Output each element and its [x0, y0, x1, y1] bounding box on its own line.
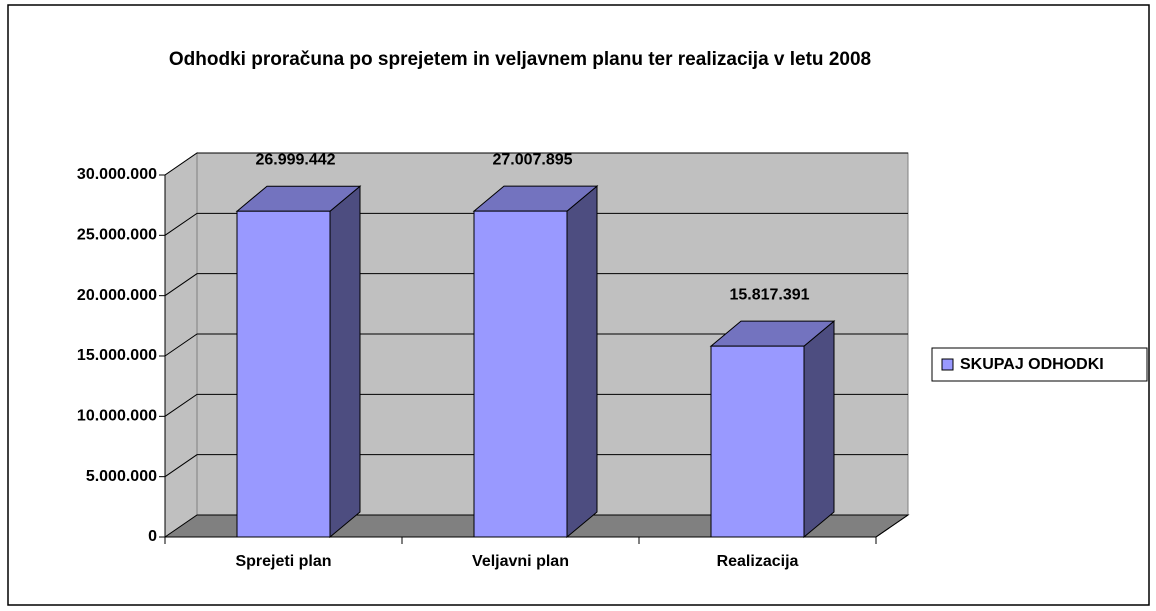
- grid-line: [164, 393, 908, 417]
- x-tick-label: Realizacija: [717, 553, 799, 570]
- y-tick-label: 10.000.000: [77, 408, 157, 425]
- grid-line: [164, 152, 908, 176]
- y-tick-label: 20.000.000: [77, 287, 157, 304]
- bar: [473, 210, 568, 538]
- grid-line: [164, 454, 908, 478]
- value-label: 26.999.442: [255, 151, 335, 168]
- bar: [710, 345, 805, 538]
- bar-side: [803, 320, 835, 539]
- bar-side: [329, 185, 361, 539]
- x-tick-label: Sprejeti plan: [235, 553, 331, 570]
- y-tick-label: 5.000.000: [86, 468, 157, 485]
- grid-line: [164, 273, 908, 297]
- y-tick-label: 25.000.000: [77, 227, 157, 244]
- bar-side: [566, 185, 598, 539]
- x-tick-label: Veljavni plan: [472, 553, 569, 570]
- y-tick-label: 30.000.000: [77, 166, 157, 183]
- chart-title: Odhodki proračuna po sprejetem in veljav…: [168, 49, 872, 70]
- y-tick-label: 0: [148, 528, 157, 545]
- value-label: 27.007.895: [492, 151, 572, 168]
- value-label: 15.817.391: [729, 286, 809, 303]
- grid-line: [164, 212, 908, 236]
- grid-line: [164, 333, 908, 357]
- x-axis-depth: [875, 514, 909, 538]
- y-tick-label: 15.000.000: [77, 347, 157, 364]
- bar: [236, 210, 331, 538]
- legend-swatch: [941, 358, 954, 371]
- legend-label: SKUPAJ ODHODKI: [960, 356, 1104, 373]
- legend-box: [931, 347, 1148, 382]
